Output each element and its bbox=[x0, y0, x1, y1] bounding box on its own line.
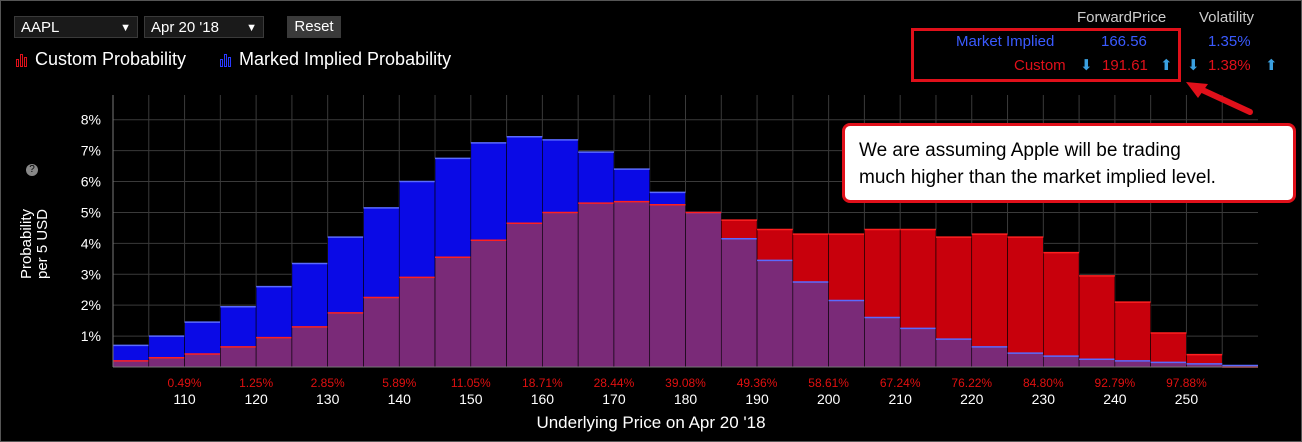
market-bar bbox=[184, 321, 221, 355]
market-bar bbox=[363, 207, 400, 298]
x-tick-label: 120 bbox=[244, 391, 268, 407]
bar-chart-icon bbox=[16, 53, 27, 67]
overlap-bar bbox=[792, 281, 829, 368]
x-tick-label: 110 bbox=[173, 391, 196, 407]
x-tick-label: 130 bbox=[316, 391, 340, 407]
custom-bar bbox=[971, 233, 1008, 348]
market-forward-value: 166.56 bbox=[1101, 33, 1147, 50]
cumulative-label: 67.24% bbox=[880, 376, 921, 390]
symbol-value: AAPL bbox=[21, 19, 60, 36]
chevron-down-icon: ▼ bbox=[120, 22, 131, 34]
cumulative-label: 2.85% bbox=[311, 376, 345, 390]
overlap-bar bbox=[327, 312, 364, 368]
cumulative-label: 28.44% bbox=[594, 376, 635, 390]
x-tick-label: 170 bbox=[602, 391, 626, 407]
overlap-bar bbox=[470, 239, 507, 368]
arrow-down-icon[interactable]: ⬇ bbox=[1080, 57, 1093, 74]
chevron-down-icon: ▼ bbox=[246, 22, 257, 34]
overlap-bar bbox=[434, 256, 472, 368]
overlap-bar bbox=[720, 238, 758, 368]
custom-bar bbox=[1007, 236, 1044, 354]
custom-forward-value[interactable]: 191.61 bbox=[1102, 57, 1148, 74]
arrow-up-icon[interactable]: ⬆ bbox=[1265, 57, 1278, 74]
cumulative-label: 84.80% bbox=[1023, 376, 1064, 390]
y-tick-label: 1% bbox=[81, 328, 101, 344]
y-tick-label: 5% bbox=[81, 204, 101, 220]
y-tick-label: 4% bbox=[81, 235, 101, 251]
forward-price-highlight bbox=[911, 28, 1181, 82]
legend-custom[interactable]: Custom Probability bbox=[16, 49, 186, 70]
overlap-bar bbox=[363, 297, 400, 368]
cumulative-label: 97.88% bbox=[1166, 376, 1207, 390]
reset-button[interactable]: Reset bbox=[287, 16, 341, 38]
date-select[interactable]: Apr 20 '18 ▼ bbox=[144, 16, 264, 38]
overlap-bar bbox=[291, 326, 328, 368]
market-bar bbox=[577, 151, 615, 204]
cumulative-label: 5.89% bbox=[382, 376, 416, 390]
forward-price-header: ForwardPrice bbox=[1077, 9, 1167, 26]
custom-bar bbox=[935, 236, 973, 340]
overlap-bar bbox=[542, 212, 579, 368]
annotation-callout: We are assuming Apple will be trading mu… bbox=[842, 123, 1296, 203]
legend-custom-label: Custom Probability bbox=[35, 49, 187, 69]
market-bar bbox=[398, 181, 436, 278]
overlap-bar bbox=[935, 338, 973, 368]
x-tick-label: 180 bbox=[674, 391, 698, 407]
market-vol-value: 1.35% bbox=[1208, 33, 1251, 50]
x-tick-label: 230 bbox=[1032, 391, 1056, 407]
x-tick-label: 200 bbox=[817, 391, 841, 407]
cumulative-label: 76.22% bbox=[951, 376, 992, 390]
callout-line-1: We are assuming Apple will be trading bbox=[859, 140, 1181, 161]
bar-chart-icon bbox=[220, 53, 231, 67]
market-bar bbox=[291, 263, 328, 328]
cumulative-label: 0.49% bbox=[168, 376, 202, 390]
overlap-bar bbox=[649, 204, 686, 368]
cumulative-label: 49.36% bbox=[737, 376, 778, 390]
custom-label: Custom bbox=[1014, 57, 1066, 74]
cumulative-label: 18.71% bbox=[522, 376, 563, 390]
custom-vol-value[interactable]: 1.38% bbox=[1208, 57, 1251, 74]
custom-bar bbox=[864, 229, 901, 318]
x-tick-label: 150 bbox=[459, 391, 483, 407]
x-tick-label: 190 bbox=[745, 391, 769, 407]
x-tick-label: 240 bbox=[1103, 391, 1127, 407]
x-tick-label: 210 bbox=[889, 391, 913, 407]
cumulative-label: 39.08% bbox=[665, 376, 706, 390]
y-tick-label: 7% bbox=[81, 143, 101, 159]
custom-bar bbox=[792, 233, 829, 283]
cumulative-label: 58.61% bbox=[808, 376, 849, 390]
arrow-up-icon[interactable]: ⬆ bbox=[1160, 57, 1173, 74]
symbol-select[interactable]: AAPL ▼ bbox=[14, 16, 138, 38]
x-tick-label: 140 bbox=[388, 391, 412, 407]
overlap-bar bbox=[577, 202, 615, 368]
y-tick-label: 3% bbox=[81, 266, 101, 282]
custom-bar bbox=[1150, 332, 1187, 363]
help-icon[interactable]: ? bbox=[26, 164, 38, 176]
market-bar bbox=[434, 158, 472, 258]
x-axis-title: Underlying Price on Apr 20 '18 bbox=[536, 413, 766, 432]
y-tick-label: 2% bbox=[81, 297, 101, 313]
legend-market[interactable]: Marked Implied Probability bbox=[220, 49, 451, 70]
y-tick-label: 8% bbox=[81, 112, 101, 128]
volatility-header: Volatility bbox=[1199, 9, 1255, 26]
x-tick-label: 250 bbox=[1175, 391, 1199, 407]
x-tick-label: 160 bbox=[531, 391, 555, 407]
cumulative-label: 1.25% bbox=[239, 376, 273, 390]
legend-market-label: Marked Implied Probability bbox=[239, 49, 452, 69]
overlap-bar bbox=[506, 222, 543, 368]
cumulative-label: 92.79% bbox=[1095, 376, 1136, 390]
x-tick-label: 220 bbox=[960, 391, 984, 407]
callout-line-2: much higher than the market implied leve… bbox=[859, 167, 1216, 188]
market-bar bbox=[613, 168, 651, 202]
custom-bar bbox=[756, 229, 794, 261]
market-implied-label: Market Implied bbox=[956, 33, 1055, 50]
cumulative-label: 11.05% bbox=[451, 376, 491, 390]
date-value: Apr 20 '18 bbox=[151, 19, 219, 36]
y-tick-label: 6% bbox=[81, 174, 101, 190]
arrow-down-icon[interactable]: ⬇ bbox=[1187, 57, 1200, 74]
overlap-bar bbox=[899, 328, 937, 368]
